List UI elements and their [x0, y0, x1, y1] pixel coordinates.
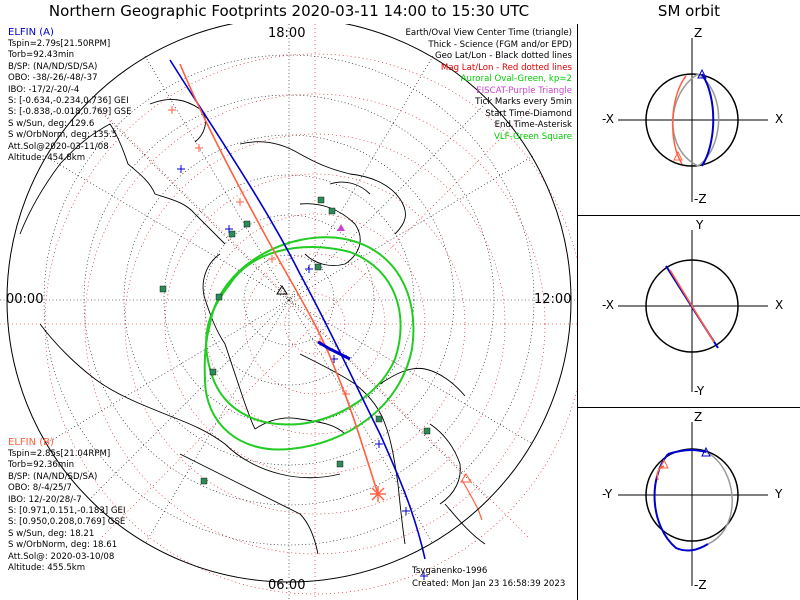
legend-item: End Time-Asterisk [494, 120, 572, 130]
sm2-left-label: -X [602, 298, 614, 312]
elfin-b-info: ELFIN (B) Tspin=2.85s[21.04RPM] Torb=92.… [8, 437, 126, 574]
view-center-triangle [697, 68, 707, 79]
elfin-a-orbit [667, 449, 707, 455]
earth-circle [645, 259, 739, 353]
page-title: Northern Geographic Footprints 2020-03-1… [48, 2, 530, 20]
info-line: Torb=92.43min [8, 50, 75, 61]
elfin-a-ticks [177, 165, 428, 580]
info-line: Tspin=2.79s[21.50RPM] [8, 39, 111, 49]
model-credit: Tsyganenko-1996 [412, 566, 488, 576]
elfin-b-orbit [656, 465, 665, 481]
elfin-b-ticks [168, 106, 350, 398]
view-center-triangle [659, 458, 669, 469]
sm3-bottom-label: -Z [694, 578, 707, 592]
orbit-path [705, 451, 733, 545]
elfin-a-track [169, 59, 426, 560]
legend-item: Earth/Oval View Center Time (triangle) [405, 28, 572, 38]
sm-orbit-xz [618, 38, 768, 202]
info-line: Att.Sol@: 2020-03-10/08 [8, 551, 115, 562]
info-line: Altitude: 454.8km [8, 153, 86, 164]
info-line: B/SP: (NA/ND/SD/SA) [8, 471, 98, 482]
hour-label-bottom: 06:00 [268, 578, 306, 593]
info-line: Att.Sol@2020-03-11/08 [8, 141, 109, 152]
view-center-triangle [276, 285, 288, 295]
elfin-b-track [179, 63, 379, 495]
sm1-left-label: -X [602, 112, 614, 126]
info-line: IBO: -17/2/-20/-4 [8, 84, 80, 95]
info-line: S w/OrbNorm, deg: 18.61 [8, 540, 118, 551]
sm1-bottom-label: -Z [694, 192, 707, 206]
sm3-right-label: Y [775, 487, 783, 501]
earth-circle [645, 73, 739, 167]
info-line: Altitude: 455.5km [8, 563, 86, 574]
eiscat-triangle [337, 224, 345, 231]
sm3-left-label: -Y [602, 487, 613, 501]
info-line: S: [0.971,0.151,-0.183] GEI [8, 506, 126, 517]
vlf-stations [159, 196, 431, 485]
info-line: S: [-0.634,-0.234,0.736] GEI [8, 96, 129, 107]
science-segment [317, 340, 351, 361]
info-line: Tspin=2.85s[21.04RPM] [8, 449, 111, 459]
info-line: IBO: 12/-20/28/-7 [8, 494, 82, 505]
view-center-triangle [701, 446, 711, 457]
legend-item: VLF-Green Square [493, 131, 572, 142]
elfin-a-info: ELFIN (A) Tspin=2.79s[21.50RPM] Torb=92.… [8, 27, 132, 164]
polar-footprint-map [0, 24, 577, 600]
hour-label-right: 12:00 [534, 292, 572, 307]
sm-orbit-xy [618, 230, 768, 392]
sm2-right-label: X [775, 298, 784, 312]
info-line: OBO: -38/-26/-48/-37 [8, 73, 98, 84]
legend-item: Geo Lat/Lon - Black dotted lines [434, 51, 572, 61]
sm-orbit-yz [618, 422, 768, 586]
info-line: S w/OrbNorm, deg: 135.5 [8, 130, 118, 141]
coastlines [19, 98, 486, 555]
info-line: S: [0.950,0.208,0.769] GSE [8, 517, 126, 528]
legend-item: Start Time-Diamond [485, 108, 572, 119]
sm-panel-divider [578, 215, 800, 216]
sm-orbit-title: SM orbit [657, 2, 721, 20]
earth-circle [645, 448, 739, 542]
info-line: S w/Sun, deg: 129.6 [8, 118, 95, 129]
hour-label-left: 00:00 [6, 292, 44, 307]
info-line: Torb=92.36min [8, 460, 75, 471]
sm2-bottom-label: -Y [694, 384, 705, 398]
sm2-top-label: Y [696, 218, 704, 232]
legend-item: Auroral Oval-Green, kp=2 [460, 74, 572, 84]
elfin-b-orbit [669, 269, 715, 343]
view-center-triangle [673, 150, 683, 161]
view-center-triangle [460, 473, 472, 483]
elfin-b-pass [461, 479, 483, 521]
info-line: S: [-0.838,-0.018,0.769] GSE [8, 107, 132, 118]
elfin-a-orbit [701, 73, 715, 167]
elfin-b-name: ELFIN (B) [8, 437, 54, 448]
sm1-right-label: X [775, 112, 784, 126]
end-asterisk [370, 486, 386, 502]
map-boundary [6, 24, 572, 583]
legend-item: Tick Marks every 5min [475, 97, 572, 107]
elfin-a-name: ELFIN (A) [8, 27, 54, 38]
legend: Earth/Oval View Center Time (triangle) T… [405, 28, 572, 143]
legend-item: EISCAT-Purple Triangle [476, 85, 572, 96]
info-line: S w/Sun, deg: 18.21 [8, 528, 95, 539]
hour-label-top: 18:00 [268, 26, 306, 41]
panel-divider [577, 24, 578, 600]
sm3-top-label: Z [694, 410, 703, 424]
sm1-top-label: Z [694, 26, 703, 40]
sm-panel-divider [578, 407, 800, 408]
elfin-b-orbit [672, 75, 687, 165]
legend-item: Thick - Science (FGM and/or EPD) [428, 39, 572, 50]
created-timestamp: Created: Mon Jan 23 16:58:39 2023 [412, 579, 566, 589]
info-line: B/SP: (NA/ND/SD/SA) [8, 61, 98, 72]
legend-item: Mag Lat/Lon - Red dotted lines [440, 62, 572, 73]
info-line: OBO: 8/-4/25/7 [8, 483, 72, 494]
